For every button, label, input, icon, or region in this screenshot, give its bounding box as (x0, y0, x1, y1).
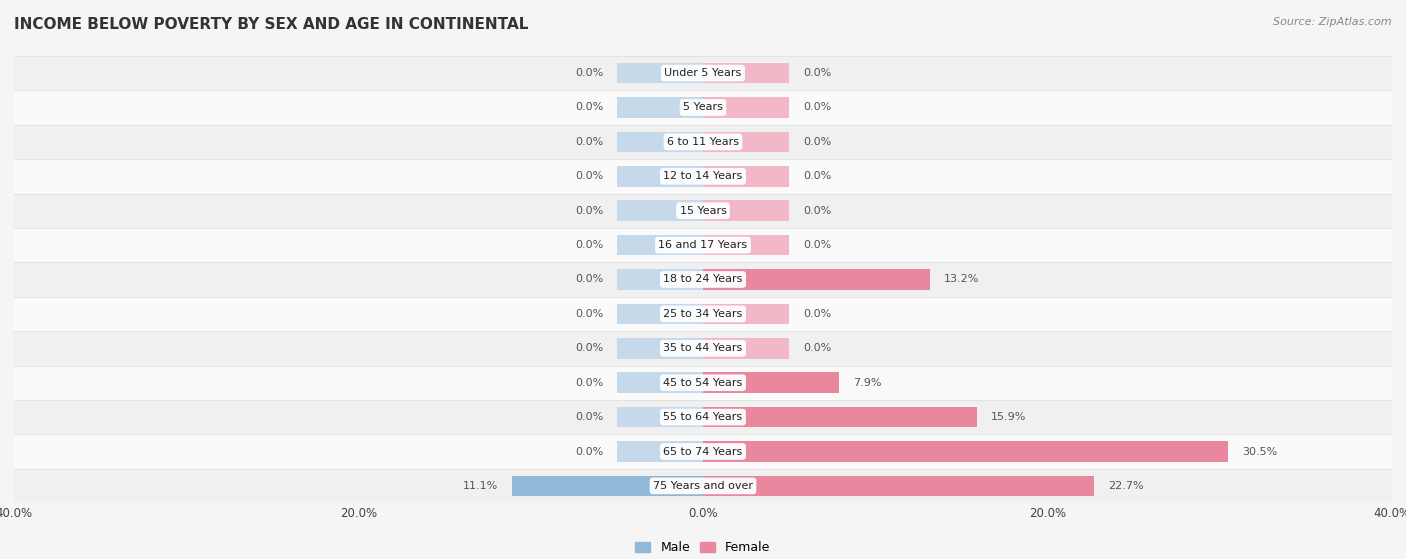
Bar (703, 372, 839, 393)
Text: 0.0%: 0.0% (803, 68, 831, 78)
Bar (14, 56, 1392, 91)
Text: 30.5%: 30.5% (1241, 447, 1277, 457)
Text: 0.0%: 0.0% (575, 137, 603, 147)
Bar (617, 97, 703, 118)
Text: 0.0%: 0.0% (575, 102, 603, 112)
Bar (703, 441, 1229, 462)
Text: 18 to 24 Years: 18 to 24 Years (664, 274, 742, 285)
Bar (703, 269, 931, 290)
Bar (617, 200, 703, 221)
Bar (617, 235, 703, 255)
Text: 0.0%: 0.0% (575, 378, 603, 388)
Text: 0.0%: 0.0% (575, 343, 603, 353)
Bar (14, 468, 1392, 503)
Text: 0.0%: 0.0% (575, 206, 603, 216)
Text: INCOME BELOW POVERTY BY SEX AND AGE IN CONTINENTAL: INCOME BELOW POVERTY BY SEX AND AGE IN C… (14, 17, 529, 32)
Text: 0.0%: 0.0% (575, 412, 603, 422)
Text: 55 to 64 Years: 55 to 64 Years (664, 412, 742, 422)
Bar (703, 166, 789, 187)
Bar (14, 228, 1392, 262)
Legend: Male, Female: Male, Female (630, 537, 776, 559)
Text: 0.0%: 0.0% (575, 447, 603, 457)
Text: 15 Years: 15 Years (679, 206, 727, 216)
Text: 0.0%: 0.0% (575, 240, 603, 250)
Bar (14, 297, 1392, 331)
Text: 5 Years: 5 Years (683, 102, 723, 112)
Bar (617, 166, 703, 187)
Bar (703, 200, 789, 221)
Bar (617, 269, 703, 290)
Text: 16 and 17 Years: 16 and 17 Years (658, 240, 748, 250)
Text: 15.9%: 15.9% (991, 412, 1026, 422)
Bar (617, 63, 703, 83)
Bar (14, 366, 1392, 400)
Text: Source: ZipAtlas.com: Source: ZipAtlas.com (1274, 17, 1392, 27)
Text: Under 5 Years: Under 5 Years (665, 68, 741, 78)
Text: 0.0%: 0.0% (803, 171, 831, 181)
Text: 0.0%: 0.0% (803, 102, 831, 112)
Bar (617, 338, 703, 359)
Text: 0.0%: 0.0% (575, 309, 603, 319)
Text: 0.0%: 0.0% (575, 274, 603, 285)
Bar (14, 193, 1392, 228)
Bar (617, 131, 703, 152)
Bar (617, 372, 703, 393)
Bar (617, 407, 703, 428)
Text: 0.0%: 0.0% (803, 240, 831, 250)
Bar (14, 262, 1392, 297)
Text: 0.0%: 0.0% (803, 206, 831, 216)
Text: 45 to 54 Years: 45 to 54 Years (664, 378, 742, 388)
Text: 25 to 34 Years: 25 to 34 Years (664, 309, 742, 319)
Bar (617, 441, 703, 462)
Text: 12 to 14 Years: 12 to 14 Years (664, 171, 742, 181)
Bar (617, 304, 703, 324)
Bar (703, 63, 789, 83)
Text: 7.9%: 7.9% (853, 378, 882, 388)
Bar (14, 400, 1392, 434)
Text: 35 to 44 Years: 35 to 44 Years (664, 343, 742, 353)
Bar (703, 97, 789, 118)
Bar (14, 331, 1392, 366)
Bar (703, 235, 789, 255)
Text: 65 to 74 Years: 65 to 74 Years (664, 447, 742, 457)
Text: 0.0%: 0.0% (803, 309, 831, 319)
Bar (14, 434, 1392, 468)
Text: 0.0%: 0.0% (575, 68, 603, 78)
Bar (512, 476, 703, 496)
Text: 0.0%: 0.0% (803, 343, 831, 353)
Bar (14, 159, 1392, 193)
Text: 75 Years and over: 75 Years and over (652, 481, 754, 491)
Text: 0.0%: 0.0% (575, 171, 603, 181)
Text: 11.1%: 11.1% (463, 481, 498, 491)
Bar (14, 125, 1392, 159)
Bar (703, 131, 789, 152)
Bar (703, 407, 977, 428)
Bar (14, 91, 1392, 125)
Text: 6 to 11 Years: 6 to 11 Years (666, 137, 740, 147)
Text: 13.2%: 13.2% (945, 274, 980, 285)
Bar (703, 338, 789, 359)
Text: 0.0%: 0.0% (803, 137, 831, 147)
Bar (703, 304, 789, 324)
Bar (703, 476, 1094, 496)
Text: 22.7%: 22.7% (1108, 481, 1143, 491)
